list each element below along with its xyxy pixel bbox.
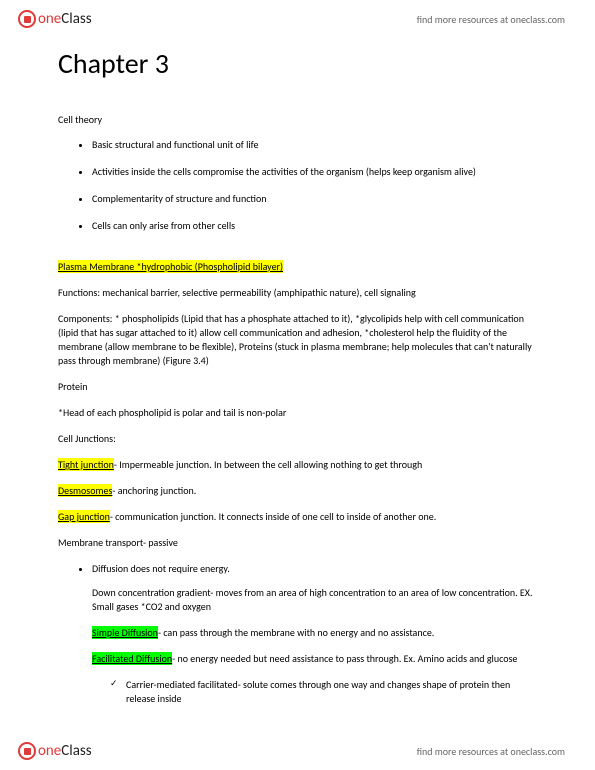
logo-class: Class bbox=[61, 742, 91, 760]
brand-logo: oneClass bbox=[18, 10, 92, 28]
logo-text: oneClass bbox=[38, 10, 92, 28]
desmosomes-line: Desmosomes- anchoring junction. bbox=[58, 484, 540, 498]
brand-logo-footer: oneClass bbox=[18, 742, 92, 760]
transport-head: Membrane transport- passive bbox=[58, 536, 540, 550]
list-item: Activities inside the cells compromise t… bbox=[92, 165, 540, 178]
footer-tagline[interactable]: find more resources at oneclass.com bbox=[417, 745, 565, 758]
junctions-head: Cell Junctions: bbox=[58, 432, 540, 446]
list-item: Cells can only arise from other cells bbox=[92, 219, 540, 232]
document-content: Chapter 3 Cell theory Basic structural a… bbox=[58, 46, 540, 706]
logo-one: one bbox=[38, 742, 61, 760]
facilitated-diffusion-desc: - no energy needed but need assistance t… bbox=[172, 652, 517, 665]
down-gradient: Down concentration gradient- moves from … bbox=[58, 586, 540, 614]
protein-label: Protein bbox=[58, 380, 540, 394]
page-footer: oneClass find more resources at oneclass… bbox=[0, 738, 595, 764]
carrier-list: Carrier-mediated facilitated- solute com… bbox=[58, 678, 540, 706]
plasma-functions: Functions: mechanical barrier, selective… bbox=[58, 286, 540, 300]
logo-icon bbox=[18, 742, 36, 760]
phospholipid-note: *Head of each phospholipid is polar and … bbox=[58, 406, 540, 420]
list-item: Complementarity of structure and functio… bbox=[92, 192, 540, 205]
cell-theory-list: Basic structural and functional unit of … bbox=[58, 138, 540, 232]
transport-list: Diffusion does not require energy. bbox=[58, 562, 540, 576]
cell-theory-head: Cell theory bbox=[58, 113, 540, 126]
plasma-heading-text: Plasma Membrane *hydrophobic (Phospholip… bbox=[58, 260, 283, 273]
page-header: oneClass find more resources at oneclass… bbox=[0, 6, 595, 32]
logo-class: Class bbox=[61, 10, 91, 28]
list-item: Basic structural and functional unit of … bbox=[92, 138, 540, 151]
facilitated-diffusion-line: Facilitated Diffusion- no energy needed … bbox=[58, 652, 540, 666]
plasma-components: Components: * phospholipids (Lipid that … bbox=[58, 312, 540, 368]
simple-diffusion-desc: - can pass through the membrane with no … bbox=[158, 626, 434, 639]
tight-junction-label: Tight junction bbox=[58, 458, 114, 471]
logo-one: one bbox=[38, 10, 61, 28]
gap-junction-desc: - communication junction. It connects in… bbox=[110, 510, 436, 523]
header-tagline[interactable]: find more resources at oneclass.com bbox=[417, 13, 565, 26]
plasma-heading: Plasma Membrane *hydrophobic (Phospholip… bbox=[58, 260, 540, 274]
gap-junction-label: Gap junction bbox=[58, 510, 110, 523]
logo-icon bbox=[18, 10, 36, 28]
chapter-title: Chapter 3 bbox=[58, 46, 540, 81]
desmosomes-label: Desmosomes bbox=[58, 484, 112, 497]
simple-diffusion-line: Simple Diffusion- can pass through the m… bbox=[58, 626, 540, 640]
simple-diffusion-label: Simple Diffusion bbox=[92, 626, 158, 639]
desmosomes-desc: - anchoring junction. bbox=[112, 484, 196, 497]
logo-text: oneClass bbox=[38, 742, 92, 760]
facilitated-diffusion-label: Facilitated Diffusion bbox=[92, 652, 172, 665]
tight-junction-desc: - Impermeable junction. In between the c… bbox=[114, 458, 422, 471]
list-item: Diffusion does not require energy. bbox=[92, 562, 540, 576]
tight-junction-line: Tight junction- Impermeable junction. In… bbox=[58, 458, 540, 472]
list-item: Carrier-mediated facilitated- solute com… bbox=[126, 678, 540, 706]
gap-junction-line: Gap junction- communication junction. It… bbox=[58, 510, 540, 524]
